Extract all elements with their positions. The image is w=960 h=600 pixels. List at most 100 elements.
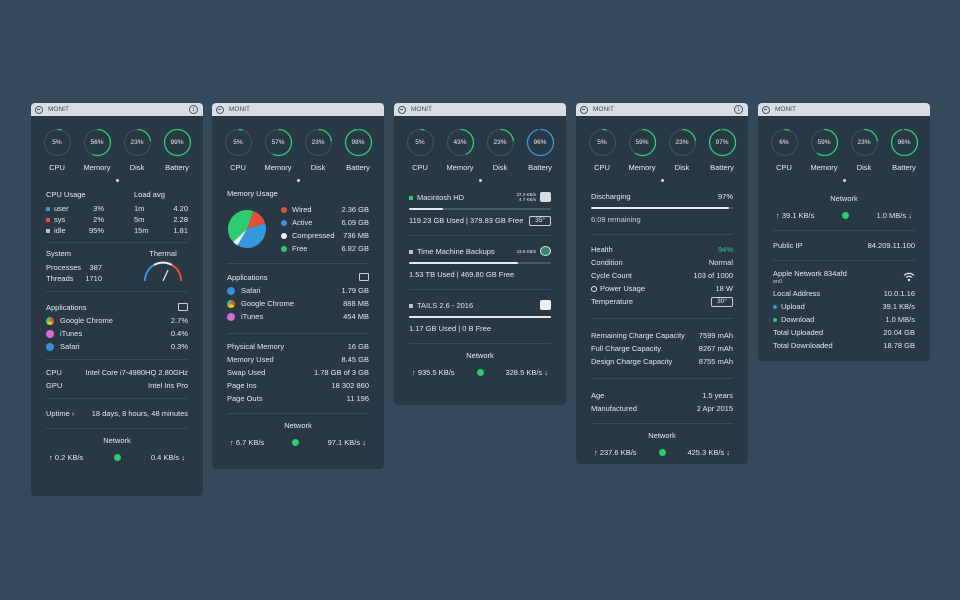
ring-gauge-icon xyxy=(163,128,191,157)
titlebar: MONIT i xyxy=(576,103,748,116)
page-indicator[interactable] xyxy=(115,179,119,182)
gauge-memory[interactable]: 59% Memory xyxy=(808,128,841,172)
gauge-cpu[interactable]: 6% CPU xyxy=(768,128,801,172)
disk-item[interactable]: TAILS 2.6 - 2016 1.17 GB Used | 0 B Free xyxy=(394,298,566,335)
monit-logo-icon xyxy=(216,105,224,114)
gauge-label: Battery xyxy=(346,163,370,172)
app-title: MONIT xyxy=(411,106,432,113)
ring-gauge-icon xyxy=(850,128,878,157)
app-item[interactable]: iTunes xyxy=(227,312,263,321)
gauge-battery[interactable]: 97% Battery xyxy=(706,128,739,172)
app-item[interactable]: Google Chrome xyxy=(227,299,294,308)
disk-name: Time Machine Backups xyxy=(409,247,495,256)
disk-usage-bar xyxy=(409,208,551,210)
gauge-label: Memory xyxy=(83,163,111,172)
gauge-cpu[interactable]: 5% CPU xyxy=(41,128,74,172)
gauge-label: Battery xyxy=(165,163,189,172)
app-value: 0.4% xyxy=(170,329,188,338)
applications-heading: Applications xyxy=(227,272,268,282)
safari-icon xyxy=(227,287,235,295)
ring-gauge-icon xyxy=(628,128,656,157)
manufactured-value: 2 Apr 2015 xyxy=(696,404,733,413)
disk-item[interactable]: Time Machine Backups 43.6 KB/s 1.53 TB U… xyxy=(394,244,566,281)
gauge-disk[interactable]: 23% Disk xyxy=(848,128,881,172)
gauge-label: Battery xyxy=(528,163,552,172)
ring-gauge-icon xyxy=(43,128,71,157)
load-15m-label: 15m xyxy=(134,226,149,235)
pie-slice xyxy=(237,223,266,248)
gauge-disk[interactable]: 23% Disk xyxy=(666,128,699,172)
full-capacity-label: Full Charge Capacity xyxy=(591,344,662,353)
ring-gauge-icon xyxy=(344,128,372,157)
gauge-percent: 96% xyxy=(533,139,547,146)
app-item[interactable]: Safari xyxy=(227,286,261,295)
activity-monitor-icon[interactable] xyxy=(359,273,369,281)
legend-value: 6.82 GB xyxy=(341,244,369,253)
gauge-memory[interactable]: 56% Memory xyxy=(81,128,114,172)
gauge-cpu[interactable]: 5% CPU xyxy=(222,128,255,172)
gauge-memory[interactable]: 59% Memory xyxy=(626,128,659,172)
gauge-label: CPU xyxy=(412,163,428,172)
app-title: MONIT xyxy=(775,106,796,113)
uptime-label[interactable]: Uptime › xyxy=(46,409,75,418)
gauge-cpu[interactable]: 5% CPU xyxy=(404,128,437,172)
disk-usage-text: 119.23 GB Used | 379.83 GB Free xyxy=(409,216,524,225)
thermal-heading: Thermal xyxy=(149,249,177,258)
legend-active: Active xyxy=(281,218,312,227)
local-address-value: 10.0.1.16 xyxy=(883,289,915,298)
page-outs-value: 11 196 xyxy=(346,394,369,403)
gauge-battery[interactable]: 96% Battery xyxy=(888,128,921,172)
page-indicator[interactable] xyxy=(296,179,300,182)
download-value: 1.0 MB/s xyxy=(885,315,915,324)
ring-gauge-icon xyxy=(810,128,838,157)
gauge-disk[interactable]: 23% Disk xyxy=(121,128,154,172)
ring-gauge-icon xyxy=(526,128,554,157)
page-indicator[interactable] xyxy=(660,179,664,182)
gauge-percent: 5% xyxy=(52,139,62,146)
total-uploaded-value: 20.04 GB xyxy=(883,328,915,337)
gauge-label: Disk xyxy=(674,163,690,172)
public-ip-value[interactable]: 84.209.11.100 xyxy=(867,241,915,250)
gauge-disk[interactable]: 23% Disk xyxy=(302,128,335,172)
gauge-battery[interactable]: 96% Battery xyxy=(524,128,557,172)
gauge-battery[interactable]: 98% Battery xyxy=(342,128,375,172)
monit-logo-icon xyxy=(35,105,43,114)
wifi-interface: en0 xyxy=(773,279,783,285)
activity-monitor-icon[interactable] xyxy=(178,303,188,311)
app-item[interactable]: Safari xyxy=(46,342,80,351)
disk-usage-text: 1.17 GB Used | 0 B Free xyxy=(409,324,491,333)
gauge-percent: 5% xyxy=(233,139,243,146)
page-ins-value: 18 302 860 xyxy=(331,381,369,390)
app-item[interactable]: iTunes xyxy=(46,329,82,338)
physical-memory-label: Physical Memory xyxy=(227,342,285,351)
page-indicator[interactable] xyxy=(842,179,846,182)
health-value: 94% xyxy=(717,245,733,254)
gauge-percent: 59% xyxy=(817,139,831,146)
wifi-icon xyxy=(903,272,915,282)
app-item[interactable]: Google Chrome xyxy=(46,316,113,325)
usb-drive-icon xyxy=(540,300,551,310)
gauge-battery[interactable]: 99% Battery xyxy=(161,128,194,172)
swap-used-value: 1.78 GB of 3 GB xyxy=(313,368,369,377)
memory-used-label: Memory Used xyxy=(227,355,274,364)
gauge-percent: 97% xyxy=(715,139,729,146)
cpu-sys-label: sys xyxy=(46,215,65,224)
total-downloaded-label: Total Downloaded xyxy=(773,341,833,350)
threads-value: 1710 xyxy=(85,274,102,283)
gauge-row: 5% CPU 57% Memory 23% Disk 98% Battery xyxy=(212,116,384,172)
info-icon[interactable]: i xyxy=(189,105,198,114)
gauge-memory[interactable]: 43% Memory xyxy=(444,128,477,172)
load-1m-label: 1m xyxy=(134,204,145,213)
info-icon[interactable]: i xyxy=(734,105,743,114)
ring-gauge-icon xyxy=(668,128,696,157)
disk-item[interactable]: Macintosh HD 37.2 KB/s 4.7 KB/s 119.23 GB… xyxy=(394,190,566,227)
gauge-disk[interactable]: 23% Disk xyxy=(484,128,517,172)
app-value: 1.79 GB xyxy=(341,286,369,295)
gauge-memory[interactable]: 57% Memory xyxy=(262,128,295,172)
download-label: Download xyxy=(773,315,814,324)
page-indicator[interactable] xyxy=(478,179,482,182)
app-title: MONIT xyxy=(48,106,69,113)
pie-slice xyxy=(228,210,254,243)
ring-gauge-icon xyxy=(123,128,151,157)
gauge-cpu[interactable]: 5% CPU xyxy=(586,128,619,172)
